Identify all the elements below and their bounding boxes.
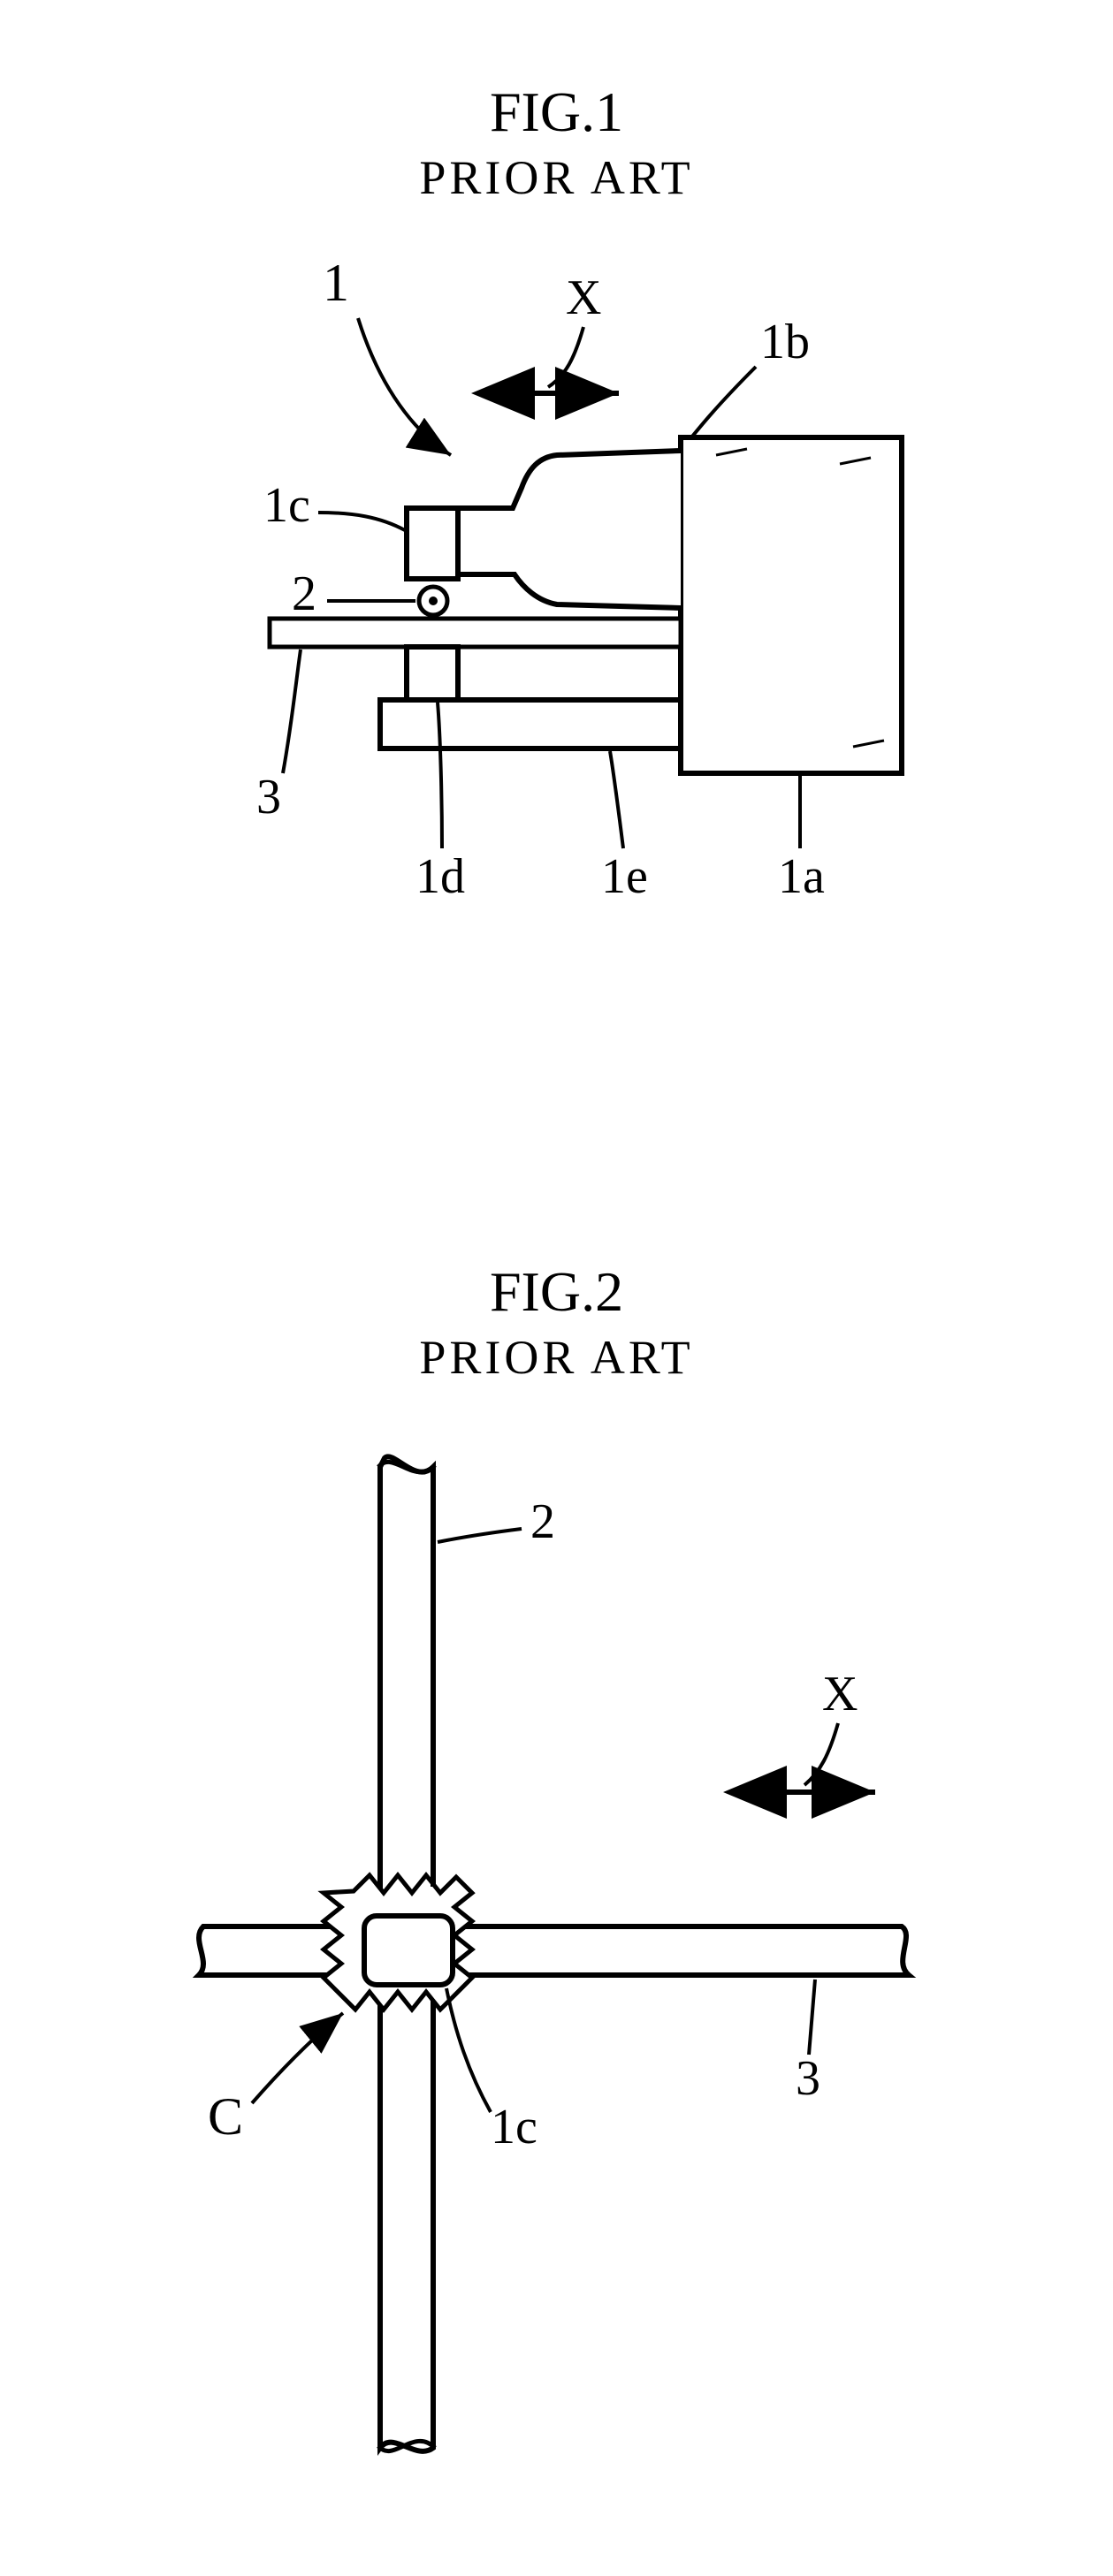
label-C: C (208, 2087, 243, 2146)
leader-C (252, 2013, 343, 2103)
workpiece-3-right (442, 1926, 909, 1975)
label-2: 2 (530, 1494, 555, 1549)
leader-1c2 (446, 1988, 491, 2112)
leader-2 (438, 1529, 522, 1542)
body-1a (681, 437, 902, 773)
fig2-drawing: 2 X C 1c 3 (0, 1387, 1113, 2536)
electrode-footprint-1c (364, 1916, 453, 1985)
arm-1e (380, 700, 681, 748)
label-x: X (566, 270, 601, 325)
fig1-title: FIG.1 (0, 80, 1113, 145)
leader-3b (809, 1979, 815, 2055)
wire-2-dot (429, 597, 438, 605)
label-1: 1 (323, 254, 349, 312)
label-1b: 1b (760, 315, 810, 369)
leader-x2 (804, 1723, 838, 1785)
label-1c: 1c (263, 478, 310, 533)
fig1-drawing: 1 X 1b 1c 2 3 (0, 159, 1113, 1131)
electrode-1c (407, 508, 458, 579)
label-3: 3 (796, 2051, 820, 2106)
page: FIG.1 PRIOR ART 1 X 1b (0, 0, 1113, 2576)
label-1e: 1e (601, 849, 648, 904)
leader-3 (283, 650, 301, 773)
leader-1c (318, 513, 405, 530)
electrode-1d (407, 647, 458, 700)
label-3: 3 (256, 770, 281, 824)
leader-1 (358, 318, 451, 455)
label-2: 2 (292, 566, 316, 621)
workpiece-3 (270, 619, 681, 647)
label-1d: 1d (415, 849, 465, 904)
label-x: X (822, 1667, 858, 1721)
arm-1b (442, 451, 681, 608)
label-1a: 1a (778, 849, 825, 904)
fig2-subtitle: PRIOR ART (0, 1330, 1113, 1385)
label-1c: 1c (491, 2100, 537, 2154)
leader-1e (610, 751, 623, 848)
leader-x (548, 327, 583, 387)
fig2-title: FIG.2 (0, 1259, 1113, 1325)
